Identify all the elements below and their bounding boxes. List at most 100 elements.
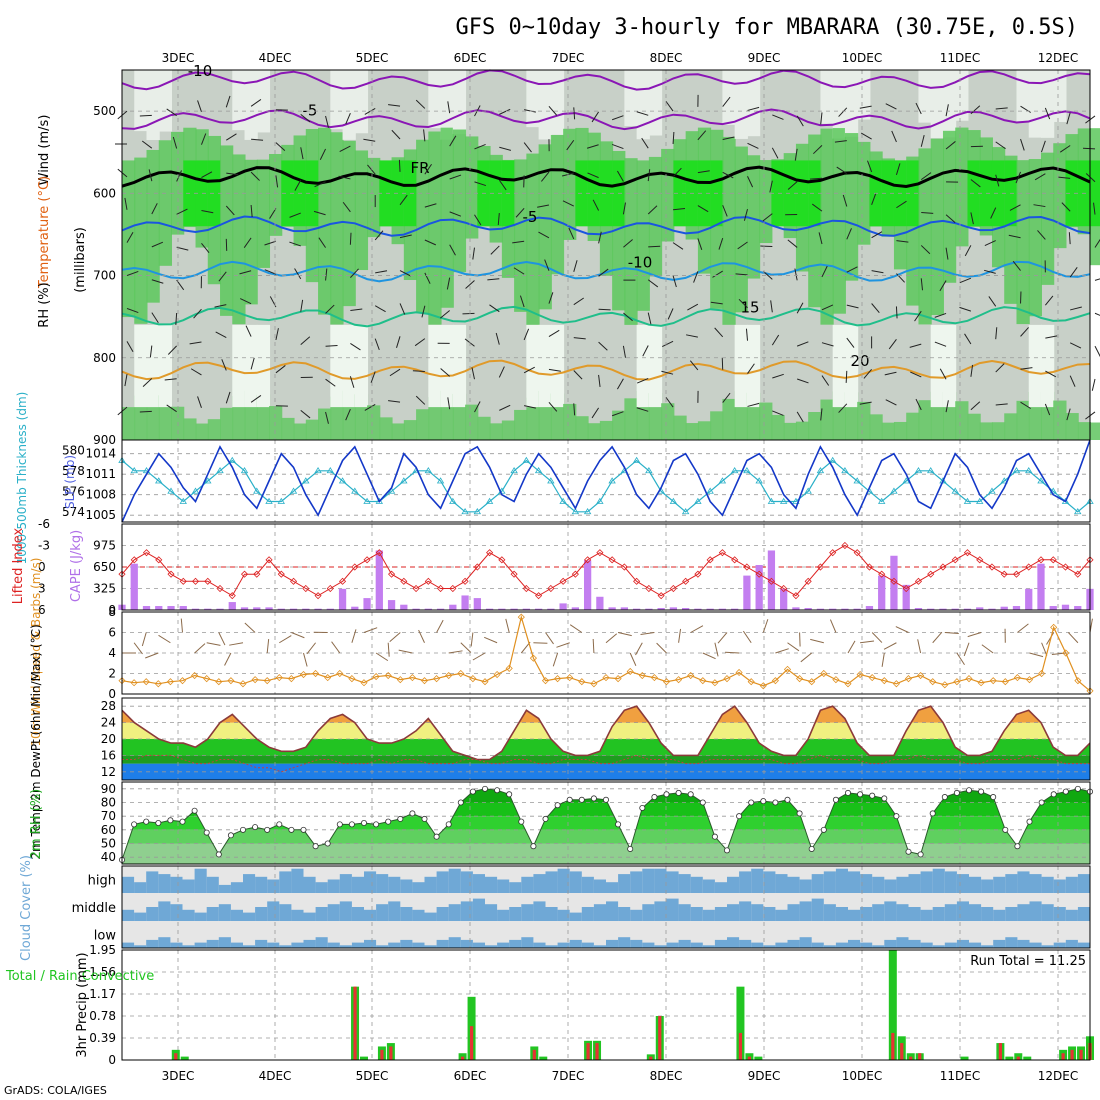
rh-plume-cell: [538, 324, 552, 408]
cloud-bg-cell: [472, 921, 486, 948]
isotherm-label: -5: [523, 208, 538, 226]
wind-barb: [769, 180, 773, 193]
wind-barb: [412, 370, 425, 373]
rh-dry-cell: [342, 70, 356, 140]
wind-barb: [970, 212, 974, 225]
cape-bar: [522, 608, 530, 610]
rh-saturated-cell: [808, 160, 822, 227]
wind-barb: [896, 240, 909, 243]
cape-bar: [289, 608, 298, 610]
cloud-cell-low: [497, 942, 510, 948]
thickness-point: [669, 497, 678, 504]
cloud-cell-middle: [763, 907, 776, 921]
cloud-cell-middle: [835, 907, 849, 921]
lifted-index-point: [988, 563, 996, 571]
wind-barb: [446, 277, 451, 290]
wind-barb: [176, 246, 189, 251]
wind-barb: [1085, 173, 1096, 183]
wind-barb-10m: [640, 632, 655, 635]
wind-barb: [995, 141, 1006, 150]
wind-speed-point: [263, 677, 271, 685]
wind-barb: [747, 106, 760, 111]
lifted-index-point: [510, 570, 518, 578]
rh-moist-cell: [930, 138, 944, 316]
wind-barb: [264, 269, 277, 275]
wind-barb-10m: [229, 642, 244, 646]
wind-speed-point: [929, 678, 937, 686]
wind-barb: [598, 308, 611, 311]
wind-barb: [623, 312, 633, 322]
cloud-cell-high: [569, 871, 583, 893]
wind-barb: [834, 140, 847, 143]
wind-barb: [149, 345, 153, 358]
wind-barb: [449, 211, 462, 217]
cloud-cell-high: [727, 876, 740, 893]
temp-band-2: [122, 739, 1090, 756]
rh-lower-cell: [318, 408, 332, 440]
thickness-point: [179, 497, 187, 504]
upper-ylabel-unit: (millibars): [73, 227, 88, 293]
cape-bar: [1074, 606, 1082, 610]
rh-band-3: [122, 802, 1090, 817]
cloud-cell-high: [424, 876, 438, 893]
wind-barb: [167, 345, 178, 355]
wind-barb: [592, 199, 600, 211]
cloud-cell-low: [218, 937, 232, 948]
cape-bar: [363, 598, 371, 610]
cloud-cell-middle: [472, 898, 486, 921]
cloud-cell-middle: [654, 901, 667, 921]
wind-barb-10m: [702, 652, 716, 660]
wind-speed-point: [1025, 676, 1034, 684]
wind-barb-10m: [881, 652, 885, 667]
rh-moist-cell: [1016, 160, 1030, 325]
rh-dry-cell: [526, 70, 540, 128]
rh-point: [1014, 843, 1021, 850]
temp-tick-24: 24: [101, 716, 116, 730]
slp-ylabel-slp: SLP (mb): [63, 455, 77, 509]
cloud-cell-low: [545, 945, 559, 948]
cloud-cell-high: [291, 868, 304, 893]
wind-barb: [821, 304, 834, 311]
wind-barb-10m: [418, 629, 425, 643]
cloud-cell-low: [291, 942, 304, 948]
cloud-cell-high: [1077, 874, 1091, 893]
wind-barb: [225, 95, 231, 108]
cloud-cell-low: [690, 942, 704, 948]
lifted-index-point: [1074, 570, 1082, 578]
wind-barb: [722, 96, 731, 107]
wind-barb: [895, 163, 901, 176]
wind-barb: [772, 114, 784, 120]
wind-barb: [970, 179, 981, 188]
wind-barb: [325, 268, 328, 281]
lifted-index-point: [473, 563, 481, 571]
lifted-index-point: [522, 584, 530, 593]
rh-dry-cell: [550, 70, 565, 135]
wind-barb: [1058, 176, 1071, 179]
wind-speed-point: [735, 668, 743, 677]
wind-barb: [424, 239, 437, 246]
wind-barb-10m: [556, 642, 570, 648]
cape-bar: [1049, 606, 1057, 610]
cloud-cell-high: [557, 868, 571, 893]
lifted-index-point: [400, 577, 408, 585]
thickness-point: [694, 497, 702, 504]
wind-barb: [573, 370, 583, 380]
wind-barb: [821, 265, 828, 278]
wind-barb: [573, 107, 576, 120]
cape-bar: [792, 607, 800, 610]
cape-bar: [277, 608, 285, 610]
top-date-label-0: 3DEC: [162, 51, 195, 65]
cloud-cell-high: [811, 874, 825, 893]
isotherm-line: [121, 215, 1091, 237]
wind-barb-10m: [436, 619, 444, 633]
cape-bar: [829, 608, 837, 610]
rh-moist-cell: [220, 145, 234, 316]
wind-barb: [1066, 408, 1071, 421]
cloud-cell-middle: [932, 907, 946, 921]
cape-bar: [400, 604, 408, 610]
precip-conv-bar: [1061, 1053, 1065, 1060]
cloud-cell-middle: [557, 909, 571, 921]
lifted-index-point: [167, 570, 175, 578]
wind-barb: [300, 147, 304, 160]
